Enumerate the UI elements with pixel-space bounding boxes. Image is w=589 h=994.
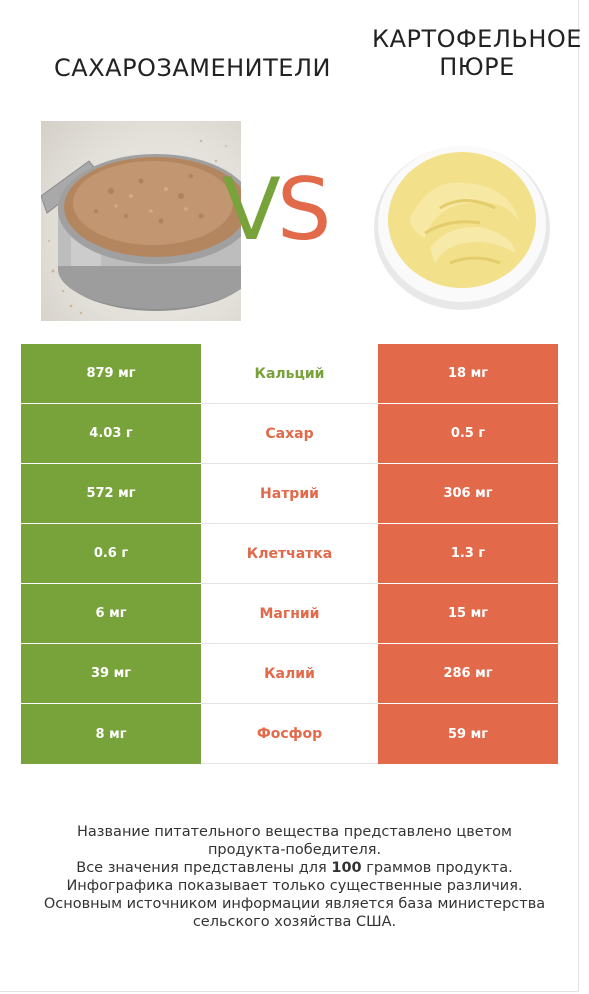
nutrient-name: Кальций	[201, 344, 378, 404]
left-value: 879 мг	[21, 344, 201, 404]
left-product-title: САХАРОЗАМЕНИТЕЛИ	[54, 54, 331, 82]
table-row: 0.6 г Клетчатка 1.3 г	[21, 524, 558, 584]
sweetener-image	[41, 121, 241, 321]
footer-text: граммов продукта.	[361, 860, 513, 876]
left-value: 6 мг	[21, 584, 201, 644]
table-row: 572 мг Натрий 306 мг	[21, 464, 558, 524]
table-row: 39 мг Калий 286 мг	[21, 644, 558, 704]
right-value: 306 мг	[378, 464, 558, 524]
table-row: 879 мг Кальций 18 мг	[21, 344, 558, 404]
nutrient-name: Калий	[201, 644, 378, 704]
right-value: 18 мг	[378, 344, 558, 404]
right-value: 0.5 г	[378, 404, 558, 464]
footer-line: Основным источником информации является …	[43, 896, 546, 912]
left-value: 8 мг	[21, 704, 201, 764]
nutrient-name: Натрий	[201, 464, 378, 524]
footer-notes: Название питательного вещества представл…	[10, 823, 579, 931]
vs-letter-v: V	[222, 160, 281, 260]
comparison-table: 879 мг Кальций 18 мг 4.03 г Сахар 0.5 г 572 мг…	[21, 344, 558, 764]
footer-line: Инфографика показывает только существенн…	[66, 878, 523, 894]
table-row: 6 мг Магний 15 мг	[21, 584, 558, 644]
nutrient-name: Клетчатка	[201, 524, 378, 584]
mashed-potato-image	[370, 128, 555, 313]
table-row: 4.03 г Сахар 0.5 г	[21, 404, 558, 464]
right-value: 15 мг	[378, 584, 558, 644]
footer-line: Название питательного вещества представл…	[77, 824, 512, 840]
left-value: 4.03 г	[21, 404, 201, 464]
bowl-illustration	[374, 146, 550, 310]
vs-letter-s: S	[276, 160, 332, 260]
nutrient-name: Магний	[201, 584, 378, 644]
vs-label: VS	[222, 160, 332, 260]
footer-text: Все значения представлены для	[76, 860, 332, 876]
left-value: 0.6 г	[21, 524, 201, 584]
right-value: 286 мг	[378, 644, 558, 704]
right-value: 59 мг	[378, 704, 558, 764]
right-value: 1.3 г	[378, 524, 558, 584]
footer-bold-value: 100	[331, 860, 362, 876]
footer-line: продукта-победителя.	[207, 842, 382, 858]
left-value: 572 мг	[21, 464, 201, 524]
table-row: 8 мг Фосфор 59 мг	[21, 704, 558, 764]
nutrient-name: Сахар	[201, 404, 378, 464]
footer-line: сельского хозяйства США.	[192, 914, 397, 930]
measuring-cup-illustration	[41, 139, 241, 315]
left-value: 39 мг	[21, 644, 201, 704]
nutrient-name: Фосфор	[201, 704, 378, 764]
right-product-title: КАРТОФЕЛЬНОЕ ПЮРЕ	[372, 25, 582, 81]
footer-line: Все значения представлены для 100 граммо…	[10, 859, 579, 877]
